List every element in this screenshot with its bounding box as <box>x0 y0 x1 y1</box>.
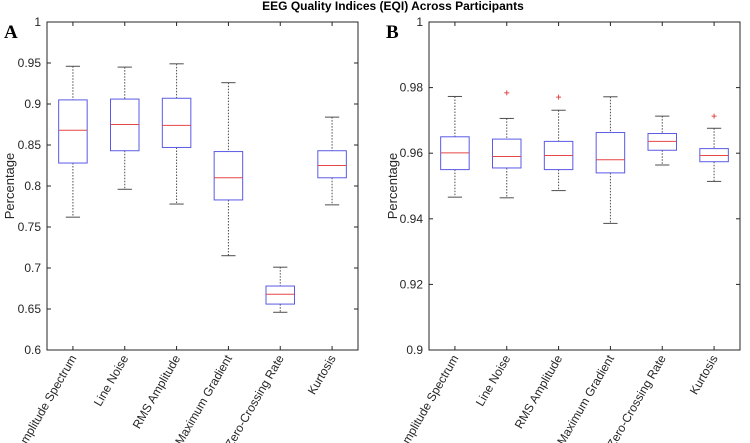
y-tick-label: 0.96 <box>400 146 424 160</box>
box-group: Line Noise <box>473 22 522 409</box>
axes-frame <box>428 21 741 351</box>
y-tick-label: 0.85 <box>18 138 42 152</box>
category-label: Zero-Crossing Rate <box>604 352 669 443</box>
category-label: Line Noise <box>473 352 514 408</box>
box-group: Kurtosis <box>305 22 347 398</box>
box-group: Zero-Crossing Rate <box>222 22 296 443</box>
panel-b: B 0.9 0.92 0.94 0.96 0.98 1 Percentage Amplitude… <box>385 15 741 443</box>
y-tick-label: 0.98 <box>400 81 424 95</box>
category-label: RMS Amplitude <box>512 352 566 431</box>
outlier-marker <box>711 113 717 119</box>
category-label: Maximum Gradient <box>554 352 617 443</box>
y-tick-label: 1 <box>34 15 41 29</box>
category-label: Maximum Gradient <box>172 352 235 443</box>
iqr-box <box>161 97 192 148</box>
category-label: Line Noise <box>91 352 132 408</box>
box-group: RMS Amplitude <box>512 22 574 431</box>
y-tick-label: 0.65 <box>18 302 42 316</box>
category-label: Kurtosis <box>305 353 339 398</box>
iqr-box <box>213 151 244 201</box>
y-axis-label: Percentage <box>385 153 400 220</box>
category-label: Amplitude Spectrum <box>13 352 79 443</box>
y-tick-label: 0.94 <box>400 212 424 226</box>
y-tick-label: 0.75 <box>18 220 42 234</box>
iqr-box <box>317 150 347 179</box>
panel-label: B <box>386 22 399 43</box>
category-label: Kurtosis <box>687 353 721 398</box>
box-group: Kurtosis <box>687 22 729 398</box>
iqr-box <box>595 132 626 174</box>
y-tick-label: 0.92 <box>400 277 424 291</box>
y-axis-label: Percentage <box>2 153 17 220</box>
iqr-box <box>491 138 522 169</box>
y-tick-label: 0.9 <box>24 97 41 111</box>
y-tick-label: 0.7 <box>24 261 41 275</box>
box-group: Maximum Gradient <box>554 22 626 443</box>
panel-label: A <box>4 22 18 43</box>
outlier-marker <box>504 90 510 96</box>
box-group: RMS Amplitude <box>130 22 192 431</box>
category-label: RMS Amplitude <box>130 352 184 431</box>
box-group: Line Noise <box>91 22 140 409</box>
category-label: Amplitude Spectrum <box>395 352 461 443</box>
category-label: Zero-Crossing Rate <box>222 352 287 443</box>
y-tick-label: 0.95 <box>18 56 42 70</box>
figure-title: EEG Quality Indices (EQI) Across Partici… <box>262 0 524 13</box>
panel-a: A 0.6 0.65 0.7 0.75 0.8 0.85 0.9 0.95 1 Percentage… <box>2 15 359 443</box>
y-tick-label: 0.9 <box>406 343 423 357</box>
box-group: Zero-Crossing Rate <box>604 22 678 443</box>
axes-frame <box>46 21 359 351</box>
iqr-box <box>58 99 88 164</box>
y-tick-label: 0.6 <box>24 343 41 357</box>
y-tick-label: 0.8 <box>24 179 41 193</box>
y-tick-label: 1 <box>416 15 423 29</box>
outlier-marker <box>556 94 562 100</box>
box-group: Maximum Gradient <box>172 22 244 443</box>
iqr-box <box>265 285 296 305</box>
